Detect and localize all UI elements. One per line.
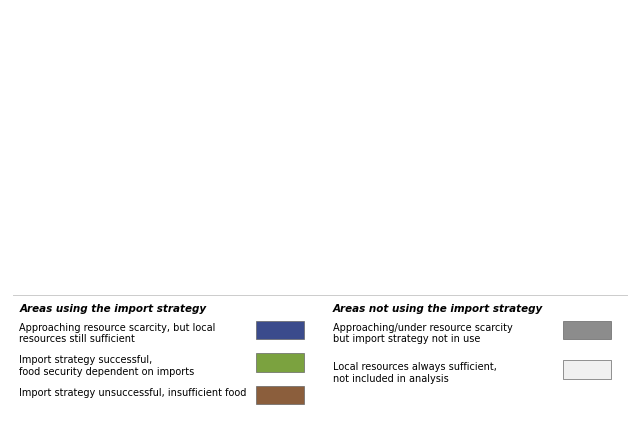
Text: Areas using the import strategy: Areas using the import strategy [19, 305, 206, 314]
Text: Areas not using the import strategy: Areas not using the import strategy [333, 305, 543, 314]
Text: Approaching/under resource scarcity
but import strategy not in use: Approaching/under resource scarcity but … [333, 323, 513, 344]
Text: Import strategy unsuccessful, insufficient food: Import strategy unsuccessful, insufficie… [19, 388, 246, 398]
Bar [256, 386, 304, 404]
Text: Approaching resource scarcity, but local
resources still sufficient: Approaching resource scarcity, but local… [19, 323, 216, 344]
Bar [563, 360, 611, 379]
Text: Local resources always sufficient,
not included in analysis: Local resources always sufficient, not i… [333, 363, 497, 384]
Bar [256, 321, 304, 339]
Bar [563, 321, 611, 339]
Text: Import strategy successful,
food security dependent on imports: Import strategy successful, food securit… [19, 355, 195, 377]
Bar [256, 353, 304, 372]
